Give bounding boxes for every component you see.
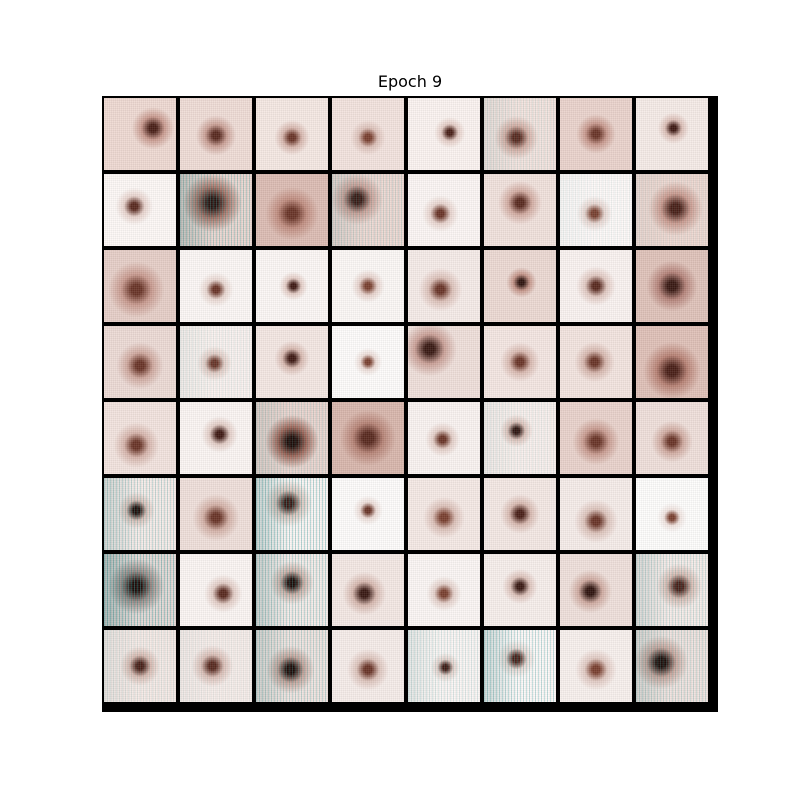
sample-tile [180, 554, 252, 626]
sample-tile [104, 326, 176, 398]
sample-tile [636, 478, 708, 550]
sample-tile [636, 402, 708, 474]
sample-tile [636, 174, 708, 246]
sample-tile [180, 478, 252, 550]
sample-tile [484, 326, 556, 398]
sample-tile [256, 174, 328, 246]
sample-tile [256, 554, 328, 626]
sample-tile [256, 630, 328, 702]
sample-tile [104, 554, 176, 626]
sample-tile [484, 554, 556, 626]
sample-tile [256, 478, 328, 550]
sample-tile [408, 250, 480, 322]
sample-tile [256, 98, 328, 170]
sample-tile [560, 174, 632, 246]
sample-tile [332, 250, 404, 322]
sample-tile [332, 478, 404, 550]
sample-tile [560, 478, 632, 550]
sample-tile [408, 402, 480, 474]
sample-tile [104, 174, 176, 246]
sample-tile [560, 630, 632, 702]
sample-tile [408, 326, 480, 398]
sample-tile [408, 98, 480, 170]
sample-tile [180, 402, 252, 474]
sample-tile [104, 630, 176, 702]
sample-tile [180, 326, 252, 398]
sample-tile [560, 326, 632, 398]
sample-tile [560, 250, 632, 322]
sample-tile [332, 98, 404, 170]
sample-tile [408, 174, 480, 246]
sample-tile [104, 98, 176, 170]
sample-tile [256, 402, 328, 474]
sample-tile [332, 174, 404, 246]
sample-tile [180, 250, 252, 322]
sample-tile [408, 554, 480, 626]
sample-tile [180, 98, 252, 170]
sample-tile [484, 402, 556, 474]
sample-tile [256, 250, 328, 322]
sample-tile [560, 402, 632, 474]
sample-tile [332, 326, 404, 398]
sample-tile [636, 554, 708, 626]
sample-tile [484, 478, 556, 550]
sample-tile [636, 98, 708, 170]
sample-tile [104, 250, 176, 322]
sample-tile [104, 478, 176, 550]
sample-tile [560, 554, 632, 626]
sample-tile [484, 98, 556, 170]
sample-tile [256, 326, 328, 398]
sample-tile [636, 630, 708, 702]
sample-tile [180, 630, 252, 702]
sample-tile [180, 174, 252, 246]
sample-image-grid [102, 96, 718, 712]
sample-tile [484, 630, 556, 702]
sample-tile [332, 630, 404, 702]
sample-tile [408, 478, 480, 550]
sample-tile [484, 174, 556, 246]
sample-tile [332, 554, 404, 626]
sample-tile [104, 402, 176, 474]
sample-tile [636, 250, 708, 322]
sample-tile [332, 402, 404, 474]
sample-tile [560, 98, 632, 170]
sample-tile [636, 326, 708, 398]
figure-title: Epoch 9 [377, 72, 443, 91]
sample-tile [484, 250, 556, 322]
sample-tile [408, 630, 480, 702]
